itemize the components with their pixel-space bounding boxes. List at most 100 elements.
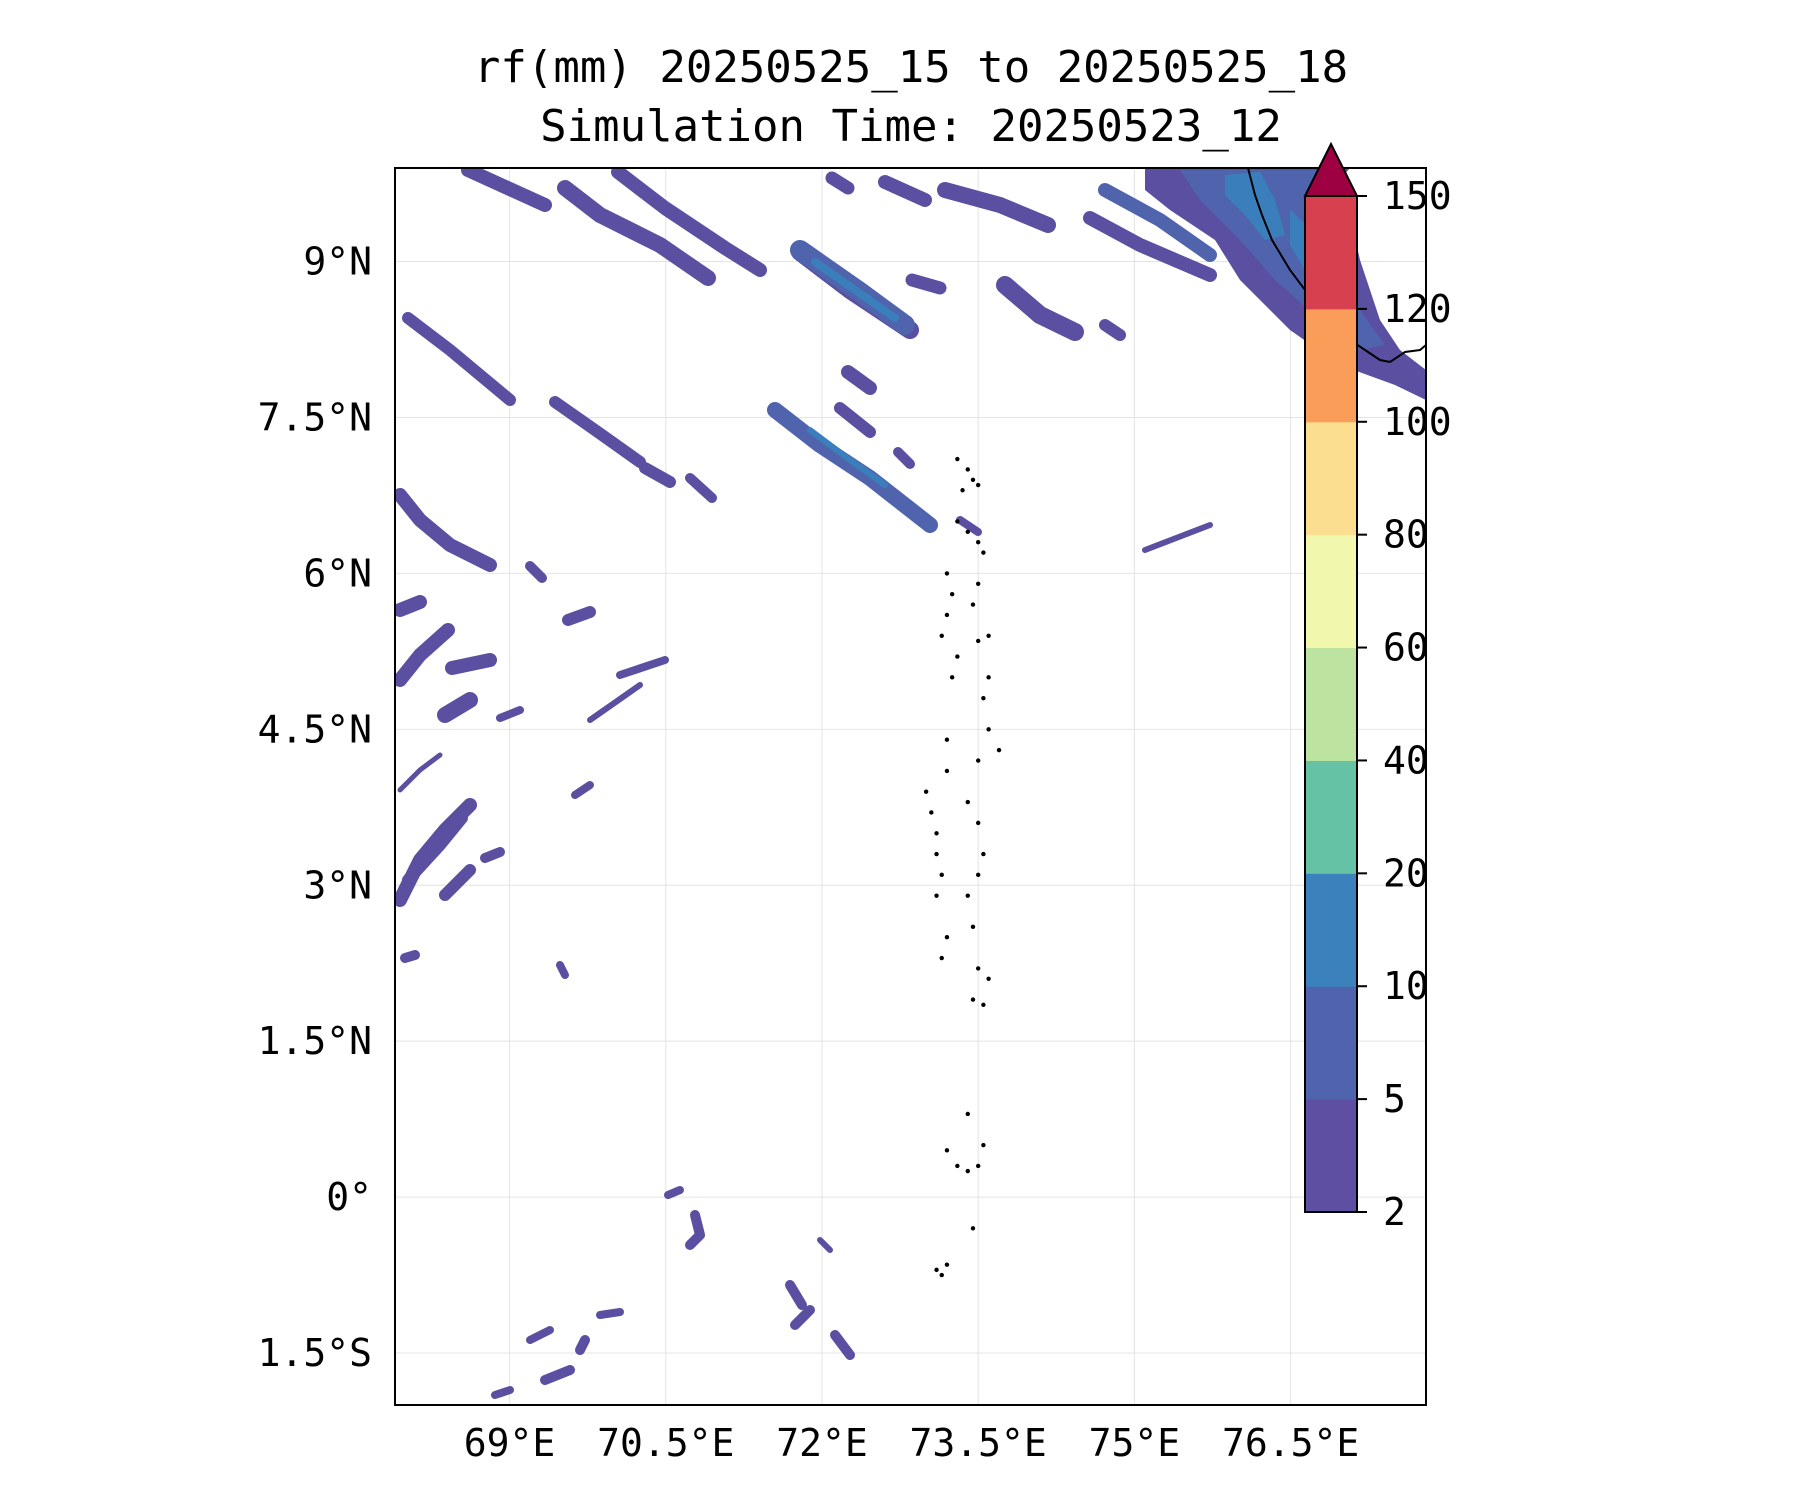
rain-band xyxy=(400,950,420,963)
rain-band xyxy=(1142,522,1213,553)
atoll-dot xyxy=(939,955,944,961)
atoll-dot xyxy=(965,799,970,805)
lat-tick-label: 1.5°S xyxy=(258,1331,372,1375)
atoll-dot xyxy=(939,872,944,878)
atoll-dot xyxy=(929,810,934,815)
rain-band xyxy=(841,365,877,395)
atoll-dot xyxy=(975,872,981,878)
rain-band xyxy=(437,692,478,723)
atoll-dot xyxy=(975,758,981,763)
rain-band xyxy=(526,1326,554,1344)
rain-band xyxy=(996,276,1084,341)
colorbar-segment xyxy=(1305,421,1357,536)
lat-tick-label: 1.5°N xyxy=(258,1019,372,1063)
atoll-dot xyxy=(996,747,1002,753)
atoll-dot xyxy=(955,1163,960,1169)
atoll-dot xyxy=(934,831,939,836)
atoll-dot xyxy=(944,935,950,940)
atoll-dot xyxy=(944,768,950,774)
rain-band-core xyxy=(811,258,899,322)
rain-band xyxy=(571,781,594,799)
colorbar-tick-label: 120 xyxy=(1383,287,1452,331)
atoll-dot xyxy=(923,789,929,794)
colorbar-tick-label: 5 xyxy=(1383,1077,1406,1121)
india-coastline-inland xyxy=(1389,344,1427,363)
axis-tick-labels: 9°N 7.5°N 6°N 4.5°N 3°N 1.5°N 0° 1.5°S 69°E 70.5°… xyxy=(258,240,1360,1465)
rain-band xyxy=(956,516,982,536)
atoll-dot xyxy=(975,638,981,644)
chart-title-line-1: rf(mm) 20250525_15 to 20250525_18 xyxy=(473,42,1349,93)
rain-band xyxy=(402,812,468,886)
atoll-dot xyxy=(975,540,981,545)
colorbar-tick-label: 80 xyxy=(1383,513,1429,557)
lon-tick-label: 70.5°E xyxy=(597,1421,734,1465)
india-coastline xyxy=(1247,167,1391,363)
rain-band xyxy=(557,180,716,286)
coastal-rain-heavy xyxy=(1225,172,1285,240)
rain-band xyxy=(611,168,767,277)
map-frame xyxy=(394,167,1427,1406)
atoll-dot xyxy=(944,1262,950,1267)
atoll-dot xyxy=(965,893,970,898)
atoll-dot xyxy=(944,737,950,742)
atoll-dot xyxy=(986,675,991,680)
rain-band xyxy=(905,273,947,295)
colorbar-outline xyxy=(1304,196,1358,1213)
atoll-dot xyxy=(955,654,960,659)
rain-band xyxy=(461,168,552,212)
lat-tick-label: 3°N xyxy=(303,863,372,907)
rain-band xyxy=(395,595,427,617)
atoll-dot xyxy=(970,997,976,1002)
rain-band xyxy=(562,606,596,626)
atoll-dot xyxy=(986,727,991,732)
rain-band xyxy=(834,402,876,438)
atoll-dot xyxy=(986,976,991,982)
rain-band xyxy=(549,396,646,468)
rain-band xyxy=(587,682,643,723)
lon-tick-label: 73.5°E xyxy=(910,1421,1047,1465)
atoll-dot xyxy=(955,456,960,462)
atoll-dot xyxy=(975,1163,981,1169)
rain-band xyxy=(540,1365,575,1385)
rain-band xyxy=(496,706,524,722)
atoll-dot xyxy=(934,851,939,857)
atoll-dot xyxy=(965,467,970,472)
colorbar-segment xyxy=(1305,873,1357,987)
rain-band xyxy=(685,1210,705,1250)
atoll-dot xyxy=(970,1226,976,1231)
lon-tick-label: 76.5°E xyxy=(1222,1421,1359,1465)
atoll-dot xyxy=(975,820,981,826)
atoll-dot xyxy=(965,1111,970,1117)
rain-band xyxy=(790,1305,815,1330)
rain-band xyxy=(937,182,1056,233)
lat-tick-label: 0° xyxy=(326,1175,372,1219)
rain-band xyxy=(402,312,516,406)
rain-band xyxy=(1099,319,1126,341)
rain-band xyxy=(491,1386,514,1399)
rain-band xyxy=(525,561,547,583)
coastline xyxy=(1247,167,1427,363)
lat-tick-label: 9°N xyxy=(303,240,372,284)
rain-band xyxy=(639,462,676,488)
atoll-dot xyxy=(944,1148,950,1153)
rain-band xyxy=(685,473,717,503)
atoll-dot xyxy=(934,1267,939,1273)
rain-band xyxy=(480,847,505,863)
rain-band xyxy=(616,656,669,679)
rain-band xyxy=(830,1330,855,1360)
lat-tick-label: 4.5°N xyxy=(258,707,372,751)
rain-band xyxy=(439,864,476,901)
colorbar-segment xyxy=(1305,1099,1357,1213)
colorbar: 2 5 10 20 40 60 80 100 120 150 xyxy=(1303,141,1452,1234)
chart-title-line-2: Simulation Time: 20250523_12 xyxy=(540,101,1282,152)
atoll-dot xyxy=(981,851,986,857)
rain-band-core xyxy=(767,402,938,533)
colorbar-tick-label: 60 xyxy=(1383,626,1429,670)
atoll-dot xyxy=(949,591,955,597)
atoll-dot xyxy=(934,893,939,898)
atoll-dot xyxy=(965,529,970,535)
rain-band xyxy=(556,961,569,979)
rain-band xyxy=(395,623,455,687)
colorbar-tick-label: 100 xyxy=(1383,400,1452,444)
colorbar-tick-label: 2 xyxy=(1383,1190,1406,1234)
